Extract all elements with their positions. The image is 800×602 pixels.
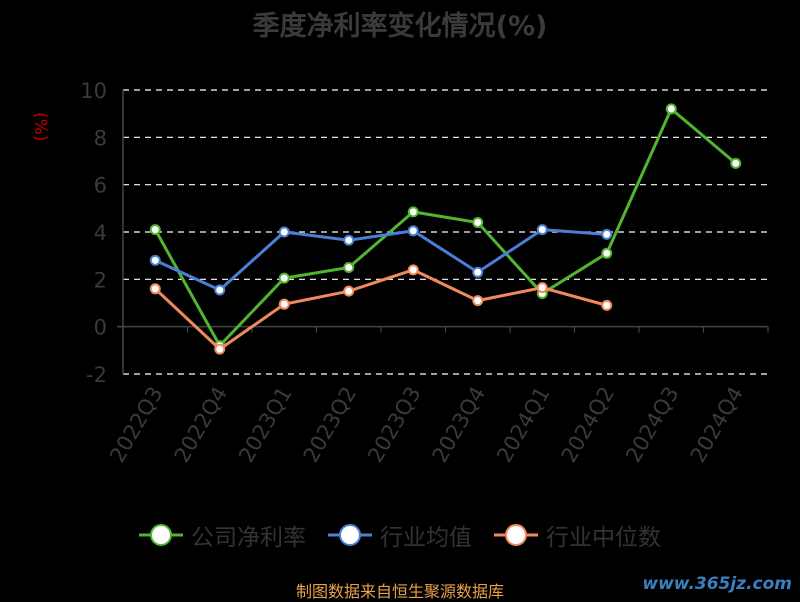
data-point-series-1	[536, 224, 548, 236]
legend-marker-industry-median	[494, 524, 538, 546]
data-point-series-2	[343, 285, 355, 297]
data-point-series-0	[472, 217, 484, 229]
legend-item-industry-median[interactable]: 行业中位数	[494, 518, 661, 552]
data-point-series-2	[278, 298, 290, 310]
x-tick-label: 2024Q3	[621, 383, 683, 467]
x-tick-label: 2023Q1	[234, 383, 296, 467]
x-tick-label: 2024Q4	[686, 383, 748, 467]
x-tick-label: 2024Q2	[557, 383, 619, 467]
legend-item-industry-avg[interactable]: 行业均值	[328, 518, 472, 552]
data-point-series-1	[472, 266, 484, 278]
legend-marker-company	[139, 524, 183, 546]
legend-label-industry-median: 行业中位数	[546, 525, 661, 551]
y-tick-label: 2	[94, 268, 107, 292]
data-point-series-0	[665, 103, 677, 115]
data-point-series-1	[214, 284, 226, 296]
data-source-note: 制图数据来自恒生聚源数据库	[295, 582, 504, 601]
y-tick-label: 6	[94, 174, 107, 198]
y-tick-label: 10	[80, 79, 107, 103]
legend-label-company: 公司净利率	[191, 525, 306, 551]
data-point-series-0	[407, 206, 419, 218]
x-tick-label: 2022Q4	[170, 383, 232, 467]
legend-label-industry-avg: 行业均值	[380, 525, 472, 551]
x-tick-label: 2023Q3	[363, 383, 425, 467]
y-tick-label: 0	[94, 316, 107, 340]
data-point-series-0	[601, 247, 613, 259]
x-tick-label: 2023Q4	[428, 383, 490, 467]
data-point-series-2	[149, 283, 161, 295]
data-point-series-2	[214, 343, 226, 355]
series-line-0	[153, 106, 737, 349]
x-tick-label: 2024Q1	[492, 383, 554, 467]
y-tick-label: 8	[94, 126, 107, 150]
data-point-series-0	[730, 157, 742, 169]
data-point-series-0	[343, 262, 355, 273]
x-tick-label: 2022Q3	[105, 383, 167, 467]
y-tick-label: -2	[86, 363, 107, 387]
data-point-series-2	[536, 282, 548, 294]
series-line-1	[154, 228, 607, 292]
data-point-series-2	[601, 299, 613, 311]
series-line-2	[154, 268, 608, 352]
data-point-series-1	[278, 226, 290, 238]
data-point-series-0	[278, 272, 290, 284]
data-point-series-2	[407, 264, 419, 276]
data-point-series-1	[601, 228, 613, 240]
watermark: www.365jz.com	[642, 574, 792, 594]
data-point-series-1	[343, 234, 355, 246]
data-point-series-0	[149, 224, 161, 236]
chart-title: 季度净利率变化情况(%)	[252, 11, 548, 42]
x-tick-label: 2023Q2	[299, 383, 361, 467]
legend: 公司净利率 行业均值 行业中位数	[0, 518, 800, 552]
data-point-series-1	[149, 254, 161, 266]
legend-marker-industry-avg	[328, 524, 372, 546]
y-tick-label: 4	[94, 221, 107, 245]
legend-item-company[interactable]: 公司净利率	[139, 518, 306, 552]
data-point-series-2	[472, 295, 484, 307]
data-point-series-1	[407, 225, 419, 237]
